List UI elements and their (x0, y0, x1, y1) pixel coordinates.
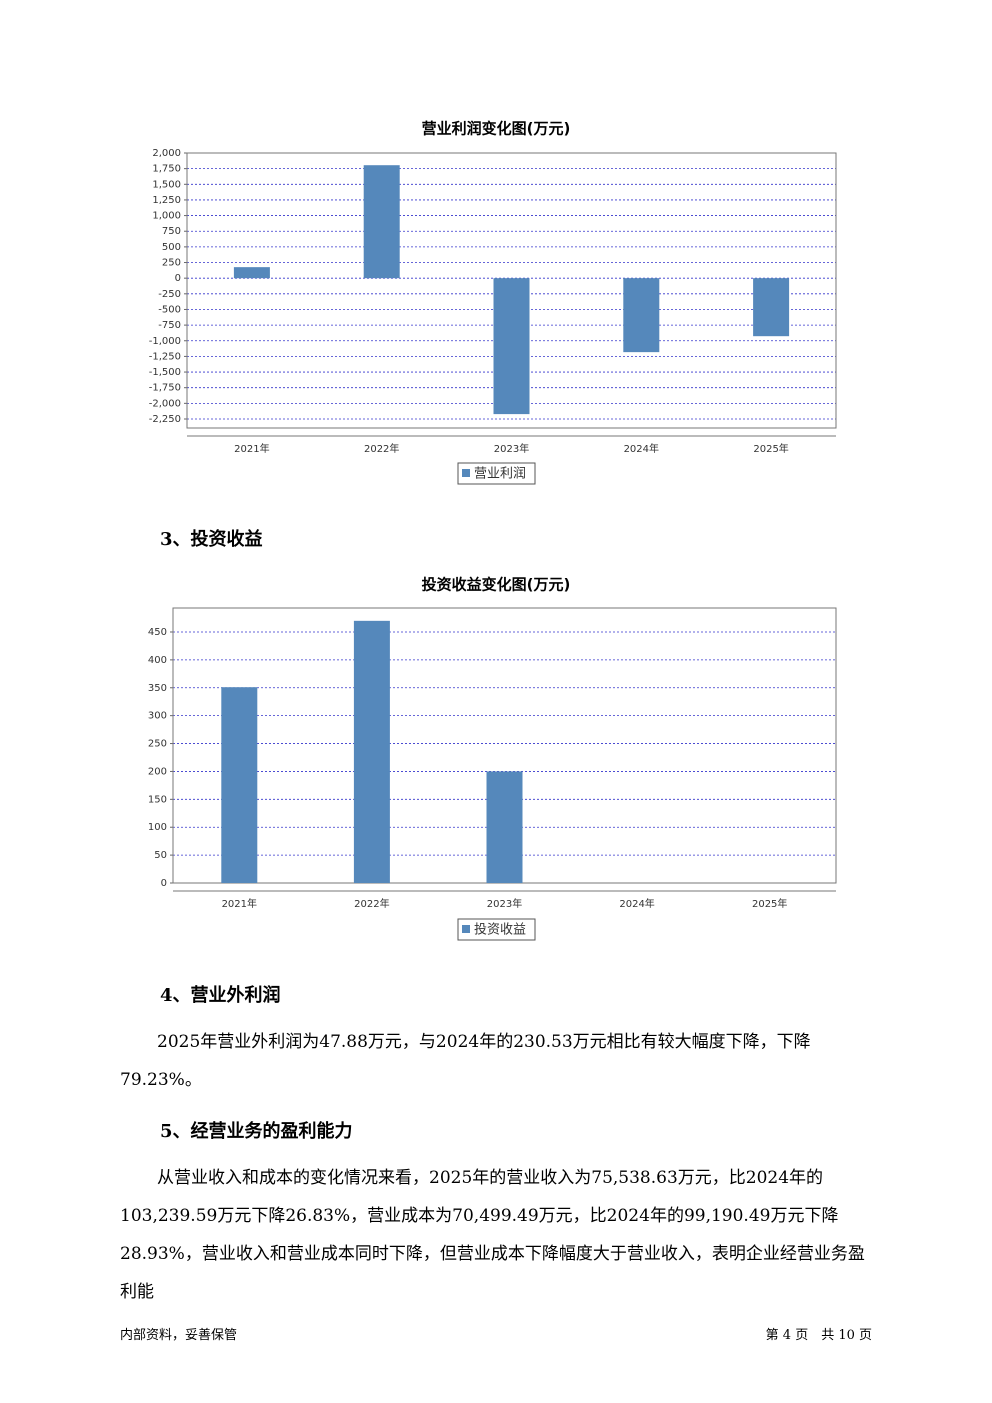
section-heading: 4、营业外利润 (160, 985, 281, 1006)
bar (233, 267, 270, 279)
y-tick-label: 250 (148, 739, 167, 750)
x-tick-label: 2021年 (234, 442, 269, 455)
charts: 营业利润变化图(万元) 2,000 1,750 1,500 1,250 1,000 750 5… (148, 120, 837, 941)
legend-box (457, 918, 536, 941)
chart-title: 投资收益变化图(万元) (422, 576, 571, 594)
y-tick-label: -1,500 (149, 367, 181, 378)
legend-label: 投资收益 (474, 922, 526, 938)
bar (353, 620, 390, 883)
y-tick-label: 750 (162, 226, 181, 237)
y-tick-label: 450 (148, 627, 167, 638)
footer-right: 第 4 页 共 10 页 (765, 1328, 872, 1343)
y-tick-label: -2,250 (149, 414, 181, 425)
legend-swatch (462, 469, 470, 477)
y-tick-label: 300 (148, 711, 167, 722)
y-tick-label: 100 (148, 822, 167, 833)
y-tick-label: 150 (148, 794, 167, 805)
x-tick-label: 2024年 (624, 442, 659, 455)
y-tick-label: 1,500 (152, 179, 181, 190)
y-tick-label: -1,000 (149, 336, 181, 347)
x-tick-label: 2022年 (364, 442, 399, 455)
y-tick-label: -1,750 (149, 383, 181, 394)
legend-box (457, 462, 536, 485)
y-tick-label: 400 (148, 655, 167, 666)
x-tick-label: 2025年 (752, 897, 787, 910)
section-heading: 5、经营业务的盈利能力 (160, 1121, 353, 1142)
y-tick-label: 1,750 (152, 164, 181, 175)
y-tick-label: -250 (158, 289, 181, 300)
x-tick-label: 2023年 (487, 897, 522, 910)
y-tick-label: 500 (162, 242, 181, 253)
bar (493, 278, 530, 415)
plot-frame (186, 152, 837, 429)
y-tick-label: 0 (175, 273, 181, 284)
y-tick-label: 250 (162, 258, 181, 269)
y-tick-label: -2,000 (149, 398, 181, 409)
legend-swatch (462, 925, 470, 933)
legend-label: 营业利润 (474, 467, 526, 482)
paragraph: 2025年营业外利润为47.88万元，与2024年的230.53万元相比有较大幅… (120, 1032, 811, 1090)
y-tick-label: 1,000 (152, 211, 181, 222)
y-tick-label: 0 (161, 878, 167, 889)
section-heading: 3、投资收益 (160, 529, 263, 550)
bar (623, 278, 660, 353)
x-tick-label: 2021年 (222, 897, 257, 910)
bar (753, 278, 790, 337)
y-tick-label: -1,250 (149, 351, 181, 362)
footer-left: 内部资料，妥善保管 (120, 1328, 238, 1343)
bar (486, 771, 523, 883)
x-tick-label: 2023年 (494, 442, 529, 455)
y-tick-label: 2,000 (152, 148, 181, 159)
chart-title: 营业利润变化图(万元) (422, 120, 571, 138)
bar (363, 165, 400, 279)
x-tick-label: 2024年 (619, 897, 654, 910)
x-tick-label: 2025年 (753, 442, 788, 455)
paragraph: 从营业收入和成本的变化情况来看，2025年的营业收入为75,538.63万元，比… (120, 1168, 865, 1302)
y-tick-label: 50 (154, 850, 167, 861)
y-tick-label: -500 (158, 304, 181, 315)
y-tick-label: -750 (158, 320, 181, 331)
x-tick-label: 2022年 (354, 897, 389, 910)
y-tick-label: 200 (148, 766, 167, 777)
bar (221, 687, 258, 883)
y-tick-label: 1,250 (152, 195, 181, 206)
y-tick-label: 350 (148, 683, 167, 694)
